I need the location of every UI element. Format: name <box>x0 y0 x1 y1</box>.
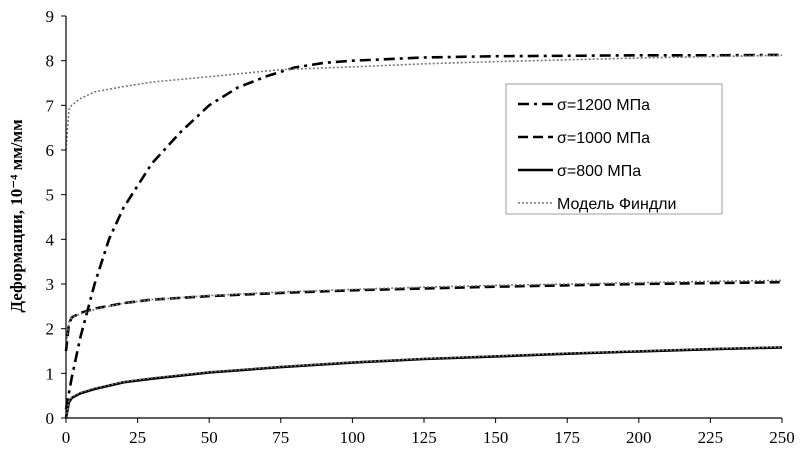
legend-label: σ=1000 МПа <box>557 130 650 147</box>
x-tick-label: 75 <box>272 428 289 447</box>
y-tick-label: 0 <box>46 409 55 428</box>
x-tick-label: 0 <box>62 428 71 447</box>
series-line-5 <box>65 346 783 419</box>
legend: σ=1200 МПа σ=1000 МПа σ=800 МПа Модель Финд… <box>505 83 723 215</box>
y-tick-label: 4 <box>46 230 55 249</box>
y-tick-label: 5 <box>46 186 55 205</box>
x-tick-label: 125 <box>411 428 437 447</box>
y-tick-label: 8 <box>46 52 55 71</box>
x-tick-label: 200 <box>626 428 652 447</box>
y-tick-label: 2 <box>46 320 55 339</box>
y-tick-label: 7 <box>46 96 55 115</box>
y-axis-title: Деформации, 10⁻⁴ мм/мм <box>7 119 26 313</box>
legend-box <box>505 83 723 215</box>
x-tick-label: 25 <box>129 428 146 447</box>
x-tick-label: 175 <box>554 428 580 447</box>
x-tick-label: 50 <box>201 428 218 447</box>
y-tick-label: 6 <box>46 141 55 160</box>
y-tick-label: 9 <box>46 7 55 26</box>
x-tick-label: 250 <box>769 428 795 447</box>
axes: 0 1 2 3 4 5 6 7 8 9 0 25 50 75 100 125 150 175 200 225 250 <box>46 7 795 447</box>
plot-area <box>64 53 783 419</box>
x-tick-label: 150 <box>483 428 509 447</box>
legend-label: σ=1200 МПа <box>557 97 650 114</box>
y-tick-label: 3 <box>46 275 55 294</box>
series-line-0 <box>64 53 783 410</box>
y-tick-label: 1 <box>46 364 55 383</box>
series-line-4 <box>65 279 783 347</box>
x-tick-label: 100 <box>340 428 366 447</box>
legend-label: Модель Финдли <box>557 196 676 213</box>
x-tick-label: 225 <box>698 428 724 447</box>
legend-label: σ=800 МПа <box>557 163 641 180</box>
